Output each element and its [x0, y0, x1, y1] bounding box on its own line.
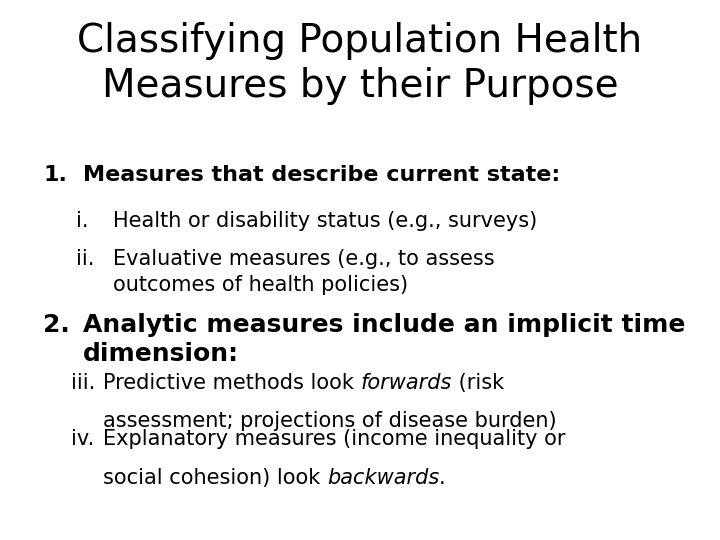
Text: ii.: ii. [76, 249, 94, 269]
Text: 1.: 1. [43, 165, 67, 185]
Text: iv.: iv. [71, 429, 94, 449]
Text: Analytic measures include an implicit time
dimension:: Analytic measures include an implicit ti… [83, 313, 685, 366]
Text: forwards: forwards [361, 373, 452, 393]
Text: Explanatory measures (income inequality or: Explanatory measures (income inequality … [103, 429, 565, 449]
Text: backwards: backwards [327, 468, 439, 488]
Text: social cohesion) look: social cohesion) look [103, 468, 327, 488]
Text: .: . [439, 468, 446, 488]
Text: 2.: 2. [43, 313, 70, 337]
Text: i.: i. [76, 211, 88, 231]
Text: Measures that describe current state:: Measures that describe current state: [83, 165, 560, 185]
Text: assessment; projections of disease burden): assessment; projections of disease burde… [103, 411, 557, 431]
Text: Predictive methods look: Predictive methods look [103, 373, 361, 393]
Text: Health or disability status (e.g., surveys): Health or disability status (e.g., surve… [113, 211, 537, 231]
Text: (risk: (risk [452, 373, 504, 393]
Text: Evaluative measures (e.g., to assess
outcomes of health policies): Evaluative measures (e.g., to assess out… [113, 249, 495, 295]
Text: iii.: iii. [71, 373, 95, 393]
Text: Classifying Population Health
Measures by their Purpose: Classifying Population Health Measures b… [78, 22, 642, 105]
